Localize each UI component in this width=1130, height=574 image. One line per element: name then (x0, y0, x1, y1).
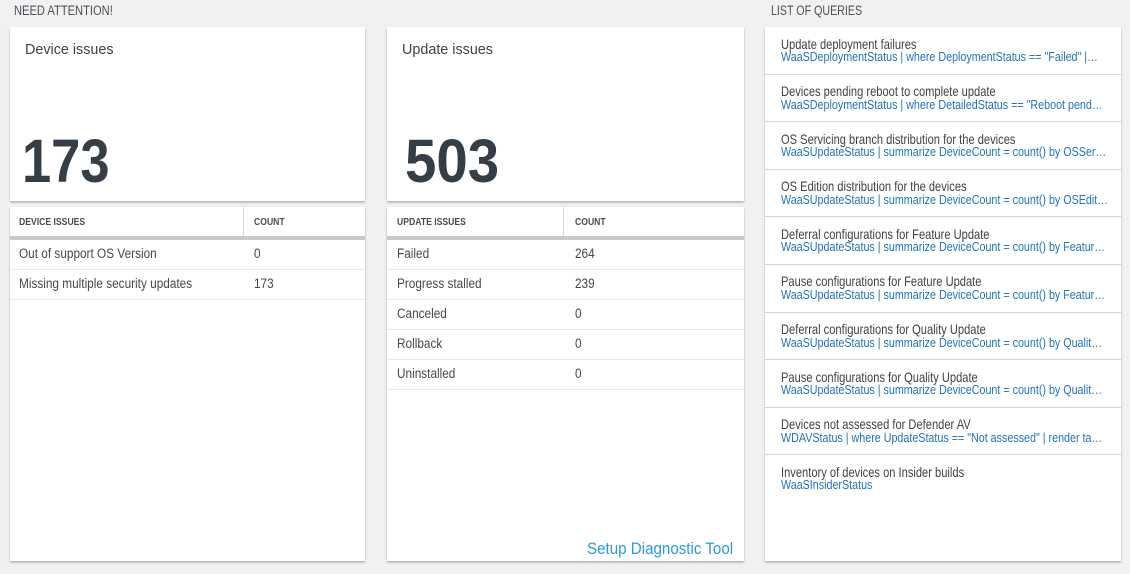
table-row[interactable]: Out of support OS Version 0 (10, 240, 365, 270)
row-count: 239 (575, 275, 595, 291)
query-code: WaaSUpdateStatus | summarize DeviceCount… (781, 286, 1105, 302)
query-name: Inventory of devices on Insider builds (781, 463, 965, 480)
table-row[interactable]: Uninstalled 0 (387, 360, 744, 390)
row-label: Rollback (397, 335, 443, 351)
query-code: WaaSInsiderStatus (781, 477, 873, 493)
query-name: OS Servicing branch distribution for the… (781, 130, 1016, 147)
list-of-queries-header: LIST OF QUERIES (771, 3, 863, 18)
query-item[interactable]: Pause configurations for Quality Update … (765, 360, 1121, 408)
query-item[interactable]: Deferral configurations for Quality Upda… (765, 313, 1121, 361)
device-issues-count: 173 (22, 126, 110, 195)
update-issues-column-header[interactable]: UPDATE ISSUES (387, 207, 564, 236)
query-code: WaaSDeploymentStatus | where DeploymentS… (781, 49, 1098, 64)
query-item[interactable]: Devices pending reboot to complete updat… (765, 75, 1121, 123)
update-issues-count: 503 (404, 126, 499, 195)
row-count: 0 (575, 305, 582, 321)
row-count: 173 (254, 275, 274, 291)
row-count: 0 (575, 335, 582, 351)
update-issues-tile[interactable]: Update issues 503 (387, 27, 744, 201)
query-code: WDAVStatus | where UpdateStatus == "Not … (781, 429, 1103, 445)
device-issues-count-column-header[interactable]: COUNT (254, 216, 285, 228)
query-item[interactable]: Deferral configurations for Feature Upda… (765, 217, 1121, 265)
update-issues-tile-title: Update issues (402, 41, 493, 58)
row-count: 264 (575, 245, 595, 261)
query-code: WaaSUpdateStatus | summarize DeviceCount… (781, 382, 1103, 398)
query-name: Devices not assessed for Defender AV (781, 416, 971, 433)
query-name: OS Edition distribution for the devices (781, 178, 967, 195)
query-code: WaaSUpdateStatus | summarize DeviceCount… (781, 334, 1103, 350)
device-issues-table: DEVICE ISSUES COUNT Out of support OS Ve… (10, 207, 365, 561)
row-label: Failed (397, 245, 430, 261)
device-issues-table-header: DEVICE ISSUES COUNT (10, 207, 365, 236)
query-name: Deferral configurations for Quality Upda… (781, 321, 986, 338)
row-label: Canceled (397, 305, 447, 321)
update-issues-table-scrollbar (387, 236, 744, 240)
device-issues-column-header[interactable]: DEVICE ISSUES (10, 207, 244, 236)
table-row[interactable]: Progress stalled 239 (387, 270, 744, 300)
row-count: 0 (575, 365, 582, 381)
query-item[interactable]: Update deployment failures WaaSDeploymen… (765, 27, 1121, 75)
update-issues-table-header: UPDATE ISSUES COUNT (387, 207, 744, 236)
query-code: WaaSUpdateStatus | summarize DeviceCount… (781, 144, 1107, 160)
query-code: WaaSDeploymentStatus | where DetailedSta… (781, 96, 1103, 112)
query-name: Deferral configurations for Feature Upda… (781, 225, 990, 242)
row-label: Missing multiple security updates (19, 275, 193, 291)
query-item[interactable]: Pause configurations for Feature Update … (765, 265, 1121, 313)
update-issues-table: UPDATE ISSUES COUNT Failed 264 Progress … (387, 207, 744, 561)
list-of-queries-panel: Update deployment failures WaaSDeploymen… (765, 27, 1121, 561)
query-name: Devices pending reboot to complete updat… (781, 83, 996, 100)
update-issues-count-column-header[interactable]: COUNT (575, 216, 606, 228)
table-row[interactable]: Canceled 0 (387, 300, 744, 330)
query-item[interactable]: Devices not assessed for Defender AV WDA… (765, 408, 1121, 456)
query-item[interactable]: OS Servicing branch distribution for the… (765, 122, 1121, 170)
device-issues-tile-title: Device issues (25, 41, 114, 58)
need-attention-header: NEED ATTENTION! (14, 3, 113, 18)
query-item[interactable]: Inventory of devices on Insider builds W… (765, 455, 1121, 503)
query-name: Pause configurations for Feature Update (781, 273, 982, 290)
row-label: Out of support OS Version (19, 245, 157, 261)
device-issues-tile[interactable]: Device issues 173 (10, 27, 365, 201)
query-code: WaaSUpdateStatus | summarize DeviceCount… (781, 191, 1108, 207)
query-name: Pause configurations for Quality Update (781, 368, 978, 385)
query-item[interactable]: OS Edition distribution for the devices … (765, 170, 1121, 218)
query-name: Update deployment failures (781, 35, 917, 52)
table-row[interactable]: Missing multiple security updates 173 (10, 270, 365, 300)
row-count: 0 (254, 245, 261, 261)
row-label: Uninstalled (397, 365, 456, 381)
table-row[interactable]: Rollback 0 (387, 330, 744, 360)
device-issues-table-scrollbar (10, 236, 365, 240)
table-row[interactable]: Failed 264 (387, 240, 744, 270)
setup-diagnostic-tool-link[interactable]: Setup Diagnostic Tool (586, 539, 733, 558)
row-label: Progress stalled (397, 275, 482, 291)
query-code: WaaSUpdateStatus | summarize DeviceCount… (781, 239, 1105, 255)
